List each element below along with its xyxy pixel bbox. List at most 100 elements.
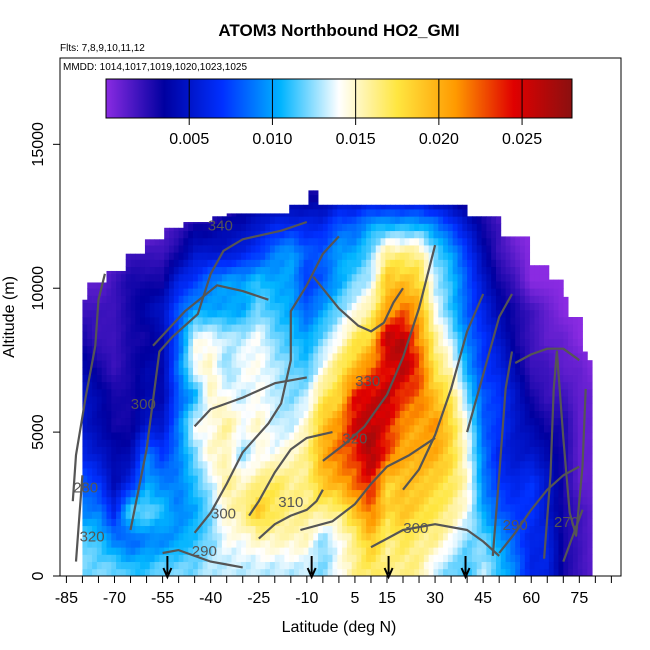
heatmap-cell [274,554,280,563]
heatmap-cell [116,460,122,469]
heatmap-cell [332,554,338,563]
heatmap-cell [322,273,329,282]
heatmap-cell [303,245,309,253]
heatmap-cell [327,281,333,289]
heatmap-cell [284,295,290,304]
heatmap-cell [178,518,184,527]
heatmap-cell [322,525,329,534]
heatmap-cell [433,266,439,275]
heatmap-cell [298,518,305,527]
heatmap-cell [438,209,444,217]
heatmap-cell [168,468,175,476]
heatmap-cell [96,381,103,390]
heatmap-cell [159,324,165,332]
heatmap-cell [539,504,545,512]
heatmap-cell [193,352,199,361]
heatmap-cell [269,266,276,275]
heatmap-cell [351,345,357,354]
heatmap-cell [193,446,199,455]
heatmap-cell [120,460,127,469]
heatmap-cell [241,245,247,253]
heatmap-cell [265,489,271,498]
heatmap-cell [409,432,415,440]
heatmap-cell [534,504,540,512]
heatmap-cell [505,532,511,541]
heatmap-cell [135,331,141,339]
heatmap-cell [495,381,502,390]
heatmap-cell [245,252,252,260]
heatmap-cell [313,237,319,246]
heatmap-cell [207,245,213,253]
heatmap-cell [265,331,271,339]
heatmap-cell [404,424,410,433]
heatmap-cell [96,446,103,455]
heatmap-cell [207,360,213,368]
heatmap-cell [140,374,146,383]
heatmap-cell [346,237,353,246]
heatmap-cell [140,367,146,375]
heatmap-cell [500,374,506,383]
heatmap-cell [226,511,232,519]
heatmap-cell [116,331,122,339]
dates-note: MMDD: 1014,1017,1019,1020,1023,1025 [63,62,247,73]
heatmap-cell [452,417,458,426]
heatmap-cell [274,223,280,232]
heatmap-cell [289,204,295,210]
heatmap-cell [370,554,377,563]
heatmap-cell [399,417,406,426]
heatmap-cell [380,266,386,275]
heatmap-cell [260,338,266,347]
heatmap-cell [231,525,237,534]
heatmap-cell [279,266,285,275]
heatmap-cell [433,388,439,397]
heatmap-cell [366,209,372,217]
heatmap-cell [419,439,425,447]
heatmap-cell [135,259,141,268]
heatmap-cell [337,475,343,483]
heatmap-cell [486,424,492,433]
heatmap-cell [534,475,540,483]
heatmap-cell [101,446,107,455]
heatmap-cell [553,381,559,390]
heatmap-cell [457,266,463,275]
heatmap-cell [164,281,170,289]
heatmap-cell [346,540,353,548]
heatmap-cell [481,360,487,368]
heatmap-cell [404,259,410,268]
heatmap-cell [289,468,295,476]
heatmap-cell [520,403,526,411]
heatmap-cell [423,367,430,375]
heatmap-cell [510,511,516,519]
heatmap-cell [428,525,434,534]
heatmap-cell [212,388,218,397]
heatmap-cell [433,568,439,576]
heatmap-cell [265,374,271,383]
heatmap-cell [279,468,285,476]
heatmap-cell [452,288,458,296]
heatmap-cell [510,374,516,383]
heatmap-cell [486,525,492,534]
heatmap-cell [385,410,391,419]
heatmap-cell [106,374,112,383]
heatmap-cell [221,295,228,304]
heatmap-cell [500,496,506,505]
heatmap-cell [399,345,406,354]
heatmap-cell [149,453,155,462]
heatmap-cell [563,518,569,527]
heatmap-cell [539,374,545,383]
heatmap-cell [269,532,276,541]
heatmap-cell [414,388,420,397]
heatmap-cell [337,460,343,469]
heatmap-cell [428,331,434,339]
heatmap-cell [269,410,276,419]
heatmap-cell [399,554,406,563]
heatmap-cell [130,453,136,462]
heatmap-cell [534,439,540,447]
heatmap-cell [409,367,415,375]
heatmap-cell [149,460,155,469]
heatmap-cell [140,281,146,289]
heatmap-cell [385,331,391,339]
heatmap-cell [361,432,367,440]
heatmap-cell [423,281,430,289]
heatmap-cell [457,374,463,383]
